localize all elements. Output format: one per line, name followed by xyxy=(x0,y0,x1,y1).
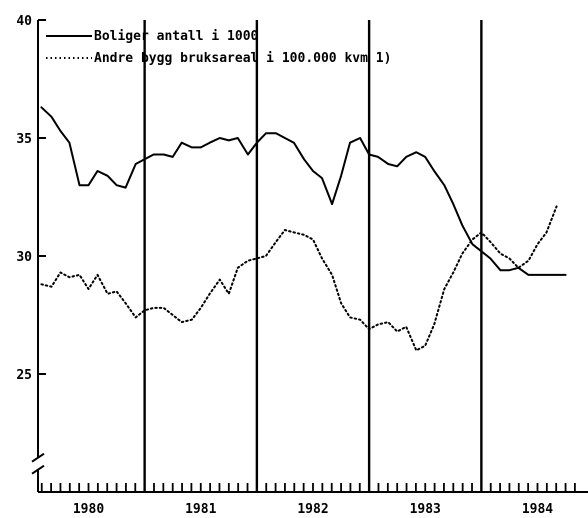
series-line-0 xyxy=(40,106,567,276)
legend-label-0: Boliger antall i 1000 xyxy=(94,29,259,44)
y-tick-label-30: 30 xyxy=(16,250,32,265)
series-line-1 xyxy=(40,205,558,352)
x-tick-label-1981: 1981 xyxy=(185,502,216,517)
series-group xyxy=(40,106,567,352)
axis-break-mark xyxy=(31,452,45,463)
x-tick-label-1982: 1982 xyxy=(297,502,328,517)
axis-break-mark xyxy=(31,464,45,475)
year-separators xyxy=(143,20,483,492)
x-tick-label-1983: 1983 xyxy=(410,502,441,517)
axes: 25 30 35 40 1980 1981 1982 1983 1984 xyxy=(16,14,588,517)
legend-label-1: Andre bygg bruksareal i 100.000 kvm 1) xyxy=(94,51,391,66)
x-tick-label-1984: 1984 xyxy=(522,502,553,517)
y-tick-label-35: 35 xyxy=(16,132,32,147)
x-tick-label-1980: 1980 xyxy=(73,502,104,517)
y-tick-label-40: 40 xyxy=(16,14,32,29)
legend: Boliger antall i 1000 Andre bygg bruksare… xyxy=(46,29,391,66)
y-tick-label-25: 25 xyxy=(16,368,32,383)
